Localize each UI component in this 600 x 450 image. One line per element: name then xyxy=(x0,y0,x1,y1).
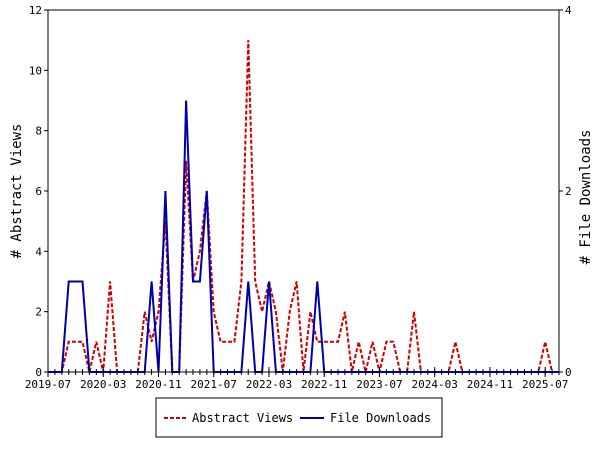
x-tick-label: 2024-03 xyxy=(412,378,458,391)
x-tick-label: 2022-03 xyxy=(246,378,292,391)
x-tick-label: 2020-03 xyxy=(80,378,126,391)
x-tick-label: 2021-07 xyxy=(191,378,237,391)
left-tick-label: 0 xyxy=(35,366,42,379)
plot-frame xyxy=(47,9,560,373)
left-tick-label: 12 xyxy=(29,4,42,17)
x-tick-label: 2019-07 xyxy=(25,378,71,391)
x-tick-label: 2023-07 xyxy=(356,378,402,391)
left-tick-label: 4 xyxy=(35,245,42,258)
legend-box xyxy=(155,397,443,438)
plot-area xyxy=(47,9,560,373)
left-tick-label: 2 xyxy=(35,306,42,319)
right-axis-title: # File Downloads xyxy=(578,130,594,265)
legend: Abstract Views File Downloads xyxy=(155,397,443,438)
axes-layer: 0 2 4 6 8 10 12 0 2 4 2019-07 2020-03 2020-11 2021-07… xyxy=(25,4,572,391)
x-tick-label: 2024-11 xyxy=(467,378,513,391)
legend-label: Abstract Views xyxy=(192,411,293,425)
left-tick-label: 8 xyxy=(35,125,42,138)
x-tick-label: 2025-07 xyxy=(522,378,568,391)
left-tick-label: 10 xyxy=(29,64,42,77)
right-tick-label: 4 xyxy=(565,4,572,17)
left-tick-label: 6 xyxy=(35,185,42,198)
left-axis-title: # Abstract Views xyxy=(9,124,25,259)
legend-label: File Downloads xyxy=(330,411,431,425)
x-tick-label: 2020-11 xyxy=(135,378,181,391)
right-tick-label: 0 xyxy=(565,366,572,379)
right-tick-label: 2 xyxy=(565,185,572,198)
x-tick-label: 2022-11 xyxy=(301,378,347,391)
